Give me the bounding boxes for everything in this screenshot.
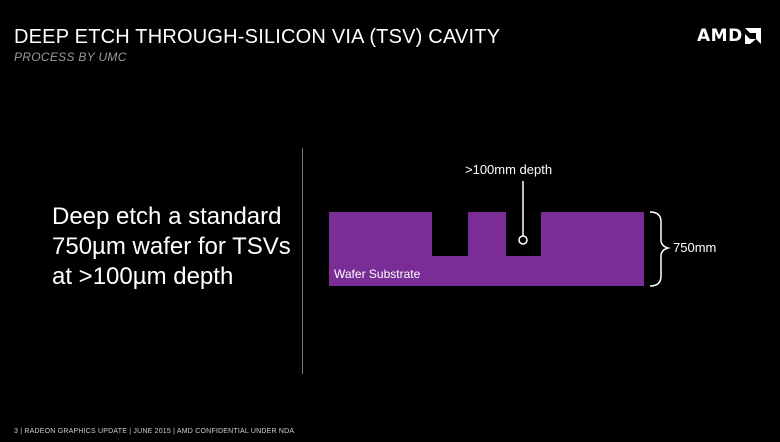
- depth-label: >100mm depth: [465, 162, 553, 177]
- slide-subtitle: PROCESS BY UMC: [14, 50, 127, 64]
- body-line: 750µm wafer for TSVs: [52, 233, 291, 260]
- wafer-substrate-label: Wafer Substrate: [334, 267, 421, 281]
- slide-title: DEEP ETCH THROUGH-SILICON VIA (TSV) CAVI…: [14, 26, 501, 48]
- body-line: Deep etch a standard: [52, 203, 282, 230]
- thickness-bracket: [649, 211, 671, 287]
- vertical-divider: [302, 148, 303, 374]
- body-text: Deep etch a standard 750µm wafer for TSV…: [52, 202, 291, 292]
- amd-logo: AMD: [697, 25, 761, 47]
- depth-pointer-dot: [518, 235, 528, 245]
- logo-text: AMD: [697, 26, 743, 46]
- footer: 3 | RADEON GRAPHICS UPDATE | JUNE 2015 |…: [14, 428, 295, 435]
- amd-arrow-icon: [744, 28, 761, 44]
- thickness-label: 750mm: [673, 240, 717, 255]
- body-line: at >100µm depth: [52, 263, 234, 290]
